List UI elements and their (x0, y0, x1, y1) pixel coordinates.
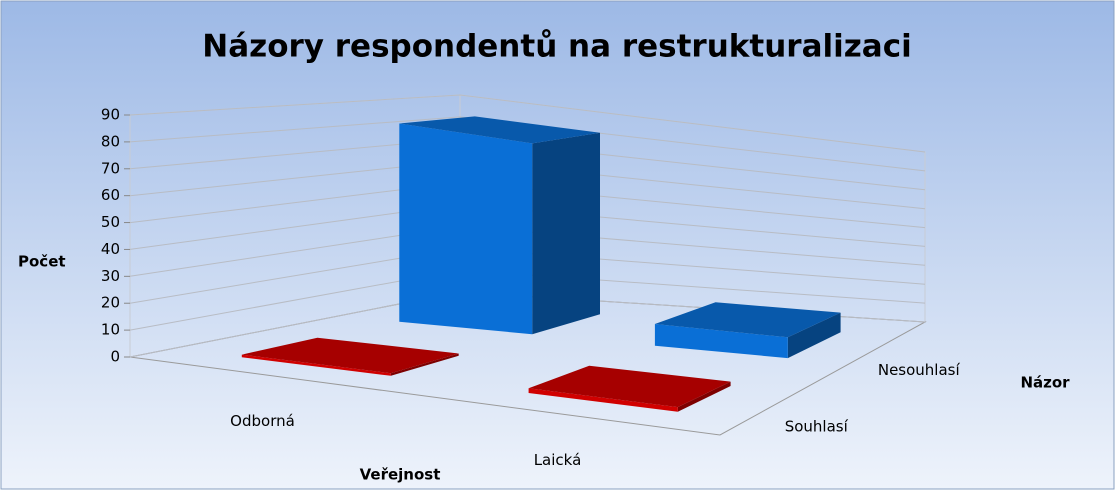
bar-side (787, 312, 841, 359)
y-tick-label: 60 (101, 186, 120, 204)
bar-top (399, 116, 600, 144)
bar-front (654, 324, 788, 359)
z-tick-label: Souhlasí (785, 417, 849, 435)
bar-side (677, 381, 731, 412)
y-tick-label: 10 (101, 321, 120, 339)
y-tick-label: 90 (101, 106, 120, 124)
y-tick-label: 30 (101, 267, 120, 285)
y-tick-label: 40 (101, 240, 120, 258)
x-axis-title: Veřejnost (360, 466, 441, 484)
chart-title: Názory respondentů na restrukturalizaci (202, 29, 911, 65)
grid-line (129, 94, 926, 153)
y-tick-label: 50 (101, 213, 120, 231)
bar (654, 302, 841, 359)
bar-front (528, 388, 678, 412)
z-axis-title: Názor (1020, 374, 1070, 392)
x-tick-label: Laická (534, 451, 582, 469)
y-tick-label: 70 (101, 159, 120, 177)
z-tick-label: Nesouhlasí (878, 361, 961, 379)
bar-side (532, 132, 600, 335)
bar (241, 337, 459, 376)
y-tick-label: 80 (101, 132, 120, 150)
bar (528, 365, 731, 412)
bar-top (528, 365, 731, 408)
bar (399, 116, 600, 335)
y-tick-label: 20 (101, 294, 120, 312)
bar-front (241, 354, 391, 376)
y-tick-label: 0 (110, 348, 120, 366)
bar-side (390, 353, 459, 376)
grid-line (129, 116, 926, 172)
bar-top (654, 302, 841, 338)
bar-top (241, 337, 459, 374)
bar-front (399, 123, 533, 335)
y-axis-title: Počet (18, 253, 66, 271)
x-tick-label: Odborná (230, 412, 295, 430)
